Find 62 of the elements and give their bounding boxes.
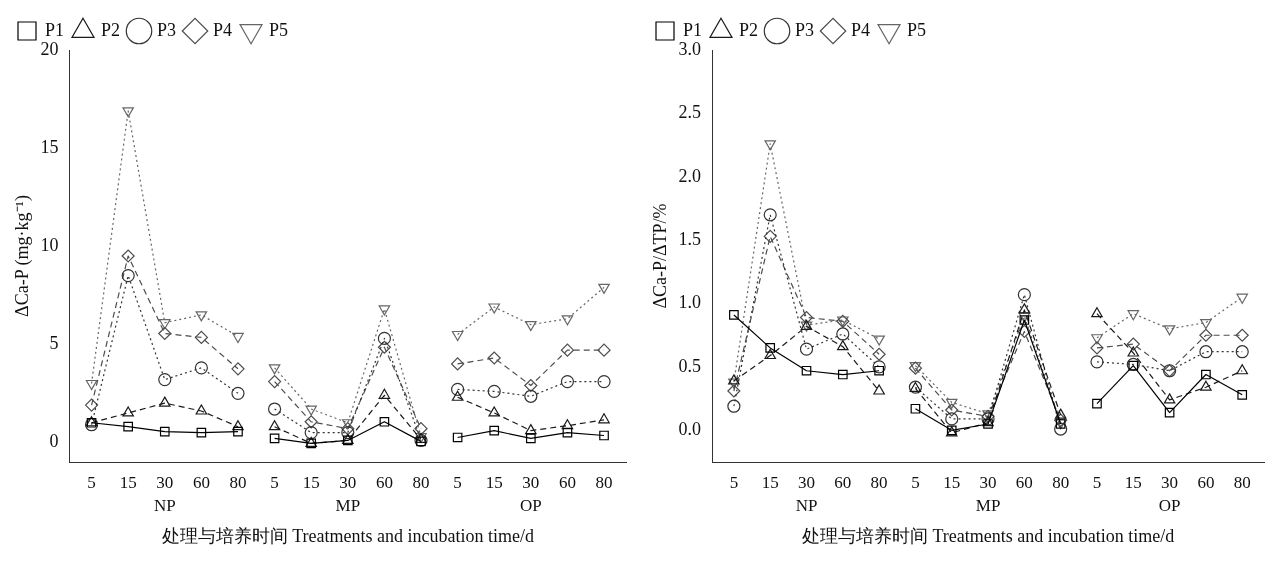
x-tick-label: 30 — [1161, 472, 1179, 492]
x-tick-label: 60 — [375, 472, 393, 492]
x-tick-label: 15 — [1124, 472, 1142, 492]
x-tick-label: 30 — [798, 472, 815, 492]
legend-label: P2 — [101, 19, 121, 40]
x-tick-label: 60 — [1015, 472, 1033, 492]
legend-label: P3 — [157, 19, 177, 40]
y-tick-label: 20 — [40, 38, 59, 59]
x-tick-label: 30 — [522, 472, 540, 492]
text: MP — [335, 495, 361, 515]
x-tick-label: 15 — [302, 472, 320, 492]
y-tick-label: 3.0 — [678, 38, 702, 59]
x-tick-label: 60 — [192, 472, 210, 492]
x-tick-label: 30 — [339, 472, 357, 492]
y-tick-label: 0.0 — [678, 419, 702, 440]
x-tick-label: 5 — [87, 472, 96, 492]
legend-label: P1 — [45, 19, 65, 40]
x-tick-label: 15 — [485, 472, 503, 492]
x-tick-label: 5 — [270, 472, 279, 492]
legend-label: P2 — [739, 19, 759, 40]
text: OP — [519, 495, 542, 515]
y-tick-label: 2.0 — [678, 165, 702, 186]
text: OP — [1158, 495, 1181, 515]
y-axis-title: ΔCa-P (mg·kg⁻¹) — [11, 195, 33, 317]
y-tick-label: 10 — [40, 234, 59, 255]
x-tick-label: 60 — [834, 472, 852, 492]
text: NP — [795, 495, 818, 515]
x-axis-title: 处理与培养时间 Treatments and incubation time/d — [801, 525, 1175, 546]
legend-label: P5 — [907, 19, 927, 40]
x-tick-label: 30 — [979, 472, 997, 492]
y-tick-label: 15 — [40, 136, 59, 157]
legend-label: P4 — [213, 19, 233, 40]
x-tick-label: 5 — [1092, 472, 1102, 492]
x-tick-label: 80 — [412, 472, 430, 492]
legend-label: P3 — [795, 19, 815, 40]
text: NP — [153, 495, 176, 515]
y-tick-label: 0 — [49, 431, 59, 452]
legend-label: P1 — [683, 19, 703, 40]
text: MP — [975, 495, 1001, 515]
y-tick-label: 2.5 — [678, 102, 702, 123]
x-tick-label: 30 — [156, 472, 174, 492]
legend-label: P4 — [851, 19, 871, 40]
x-tick-label: 15 — [943, 472, 961, 492]
x-tick-label: 80 — [595, 472, 613, 492]
x-axis-title: 处理与培养时间 Treatments and incubation time/d — [161, 525, 534, 546]
x-tick-label: 80 — [1233, 472, 1251, 492]
y-tick-label: 1.0 — [678, 292, 702, 313]
x-tick-label: 80 — [870, 472, 888, 492]
x-tick-label: 5 — [911, 472, 920, 492]
legend-label: P5 — [269, 19, 289, 40]
x-tick-label: 15 — [119, 472, 137, 492]
x-tick-label: 5 — [453, 472, 462, 492]
y-tick-label: 0.5 — [678, 355, 702, 376]
y-tick-label: 1.5 — [678, 228, 702, 249]
y-tick-label: 5 — [49, 333, 59, 354]
x-tick-label: 5 — [729, 472, 739, 492]
x-tick-label: 80 — [1052, 472, 1070, 492]
x-tick-label: 80 — [229, 472, 247, 492]
x-tick-label: 60 — [1197, 472, 1215, 492]
y-axis-title: ΔCa-P/ΔTP/% — [649, 203, 670, 309]
x-tick-label: 15 — [761, 472, 779, 492]
x-tick-label: 60 — [558, 472, 576, 492]
